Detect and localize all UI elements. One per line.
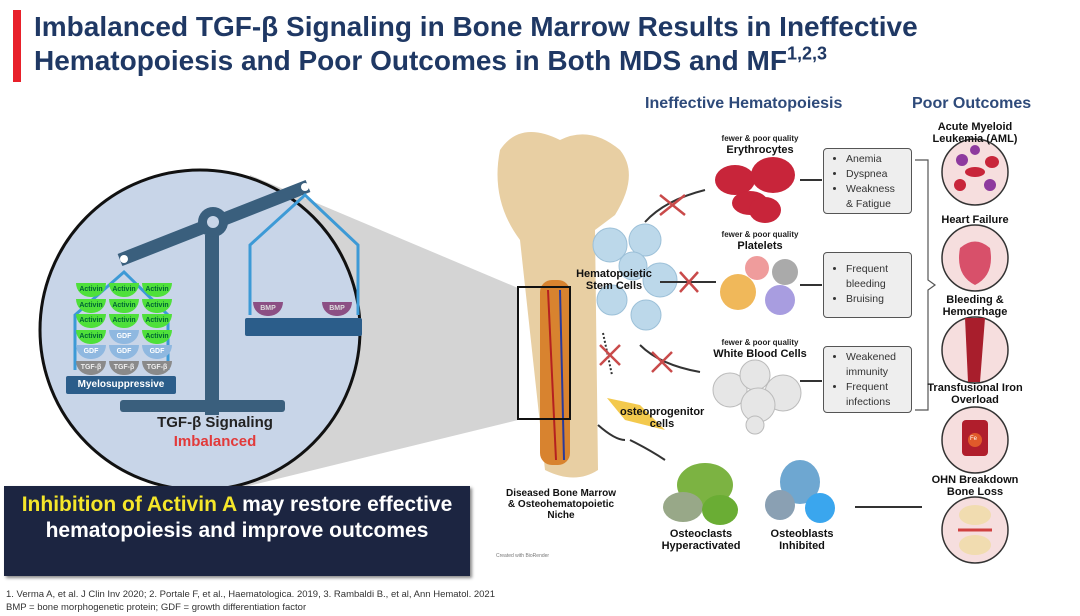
bmp-token: BMP (253, 302, 283, 316)
stack-token-gdf: GDF (142, 345, 172, 359)
title-line-2: Hematopoiesis and Poor Outcomes in Both … (34, 43, 827, 76)
stack-token-tgf-beta: TGF-β (109, 360, 139, 375)
outcome-bone-loss: OHN Breakdown Bone Loss (931, 474, 1019, 498)
erythrocytes-label: fewer & poor quality Erythrocytes (721, 134, 799, 156)
pan-label: Myelosuppressive (77, 379, 165, 390)
platelets-icon (720, 256, 798, 315)
bone-marrow-icon (497, 132, 629, 478)
osteoblasts-label: Osteoblasts Inhibited (770, 528, 834, 552)
bmp-token: BMP (322, 302, 352, 316)
stack-token-activin: Activin (76, 329, 106, 344)
osteoclasts-label: Osteoclasts Hyperactivated (661, 528, 741, 552)
wbc-label: fewer & poor quality White Blood Cells (713, 338, 807, 360)
stack-token-tgf-beta: TGF-β (76, 360, 106, 375)
stack-token-activin: Activin (76, 283, 106, 297)
stack-token-activin: Activin (142, 329, 172, 344)
stack-token-activin: Activin (109, 314, 139, 328)
scale-caption: TGF-β Signaling (157, 414, 273, 431)
fe-badge: Fe (970, 436, 978, 442)
erythrocytes-icon (715, 157, 795, 223)
balance-scale-icon (66, 179, 362, 415)
stack-token-gdf: GDF (109, 329, 139, 344)
stack-token-activin: Activin (109, 298, 139, 313)
outcome-heart-failure: Heart Failure (941, 214, 1009, 226)
platelets-label: fewer & poor quality Platelets (721, 230, 799, 252)
stack-token-activin: Activin (109, 283, 139, 297)
erythrocyte-effects-box: AnemiaDyspneaWeakness& Fatigue (823, 148, 912, 214)
references: 1. Verma A, et al. J Clin Inv 2020; 2. P… (6, 589, 495, 600)
wbc-effects-box: WeakenedimmunityFrequentinfections (823, 346, 912, 413)
outcome-iron-overload: Transfusional Iron Overload (927, 382, 1023, 406)
myelosuppressive-stack: Activin Activin Activin Activin Activin Activ… (76, 283, 176, 376)
callout-box: Inhibition of Activin A may restore effe… (4, 486, 470, 576)
white-blood-cells-icon (712, 359, 802, 435)
abbreviations: BMP = bone morphogenetic protein; GDF = … (6, 602, 307, 613)
title-accent-bar (13, 10, 21, 82)
outcome-bleeding: Bleeding & Hemorrhage (942, 294, 1008, 318)
osteoprogenitor-icon (607, 398, 665, 430)
biorender-credit: Created with BioRender (496, 553, 550, 559)
stem-cells-label: Hematopoietic Stem Cells (576, 268, 652, 292)
stack-token-gdf: GDF (109, 345, 139, 359)
scale-status: Imbalanced (173, 433, 257, 450)
outcome-aml: Acute Myeloid Leukemia (AML) (932, 121, 1018, 145)
blocked-x-icons (599, 194, 699, 373)
bone-label: Diseased Bone Marrow & Osteohematopoieti… (505, 488, 617, 521)
stack-token-activin: Activin (76, 298, 106, 313)
stack-token-gdf: GDF (76, 345, 106, 359)
osteoclasts-icon (663, 463, 738, 525)
stem-cells-icon (592, 223, 678, 331)
heading-ineffective-hematopoiesis: Ineffective Hematopoiesis (645, 95, 843, 112)
stack-token-activin: Activin (142, 314, 172, 328)
osteoprogenitor-label: osteoprogenitor cells (620, 406, 705, 430)
stack-token-activin: Activin (76, 314, 106, 328)
stack-token-activin: Activin (142, 283, 172, 297)
heading-poor-outcomes: Poor Outcomes (912, 95, 1032, 112)
stack-token-tgf-beta: TGF-β (142, 360, 172, 375)
osteoblasts-icon (765, 460, 835, 523)
platelet-effects-box: FrequentbleedingBruising (823, 252, 912, 318)
title-line-1: Imbalanced TGF-β Signaling in Bone Marro… (34, 11, 918, 42)
slide-title: Imbalanced TGF-β Signaling in Bone Marro… (34, 10, 918, 78)
stack-token-activin: Activin (142, 298, 172, 313)
